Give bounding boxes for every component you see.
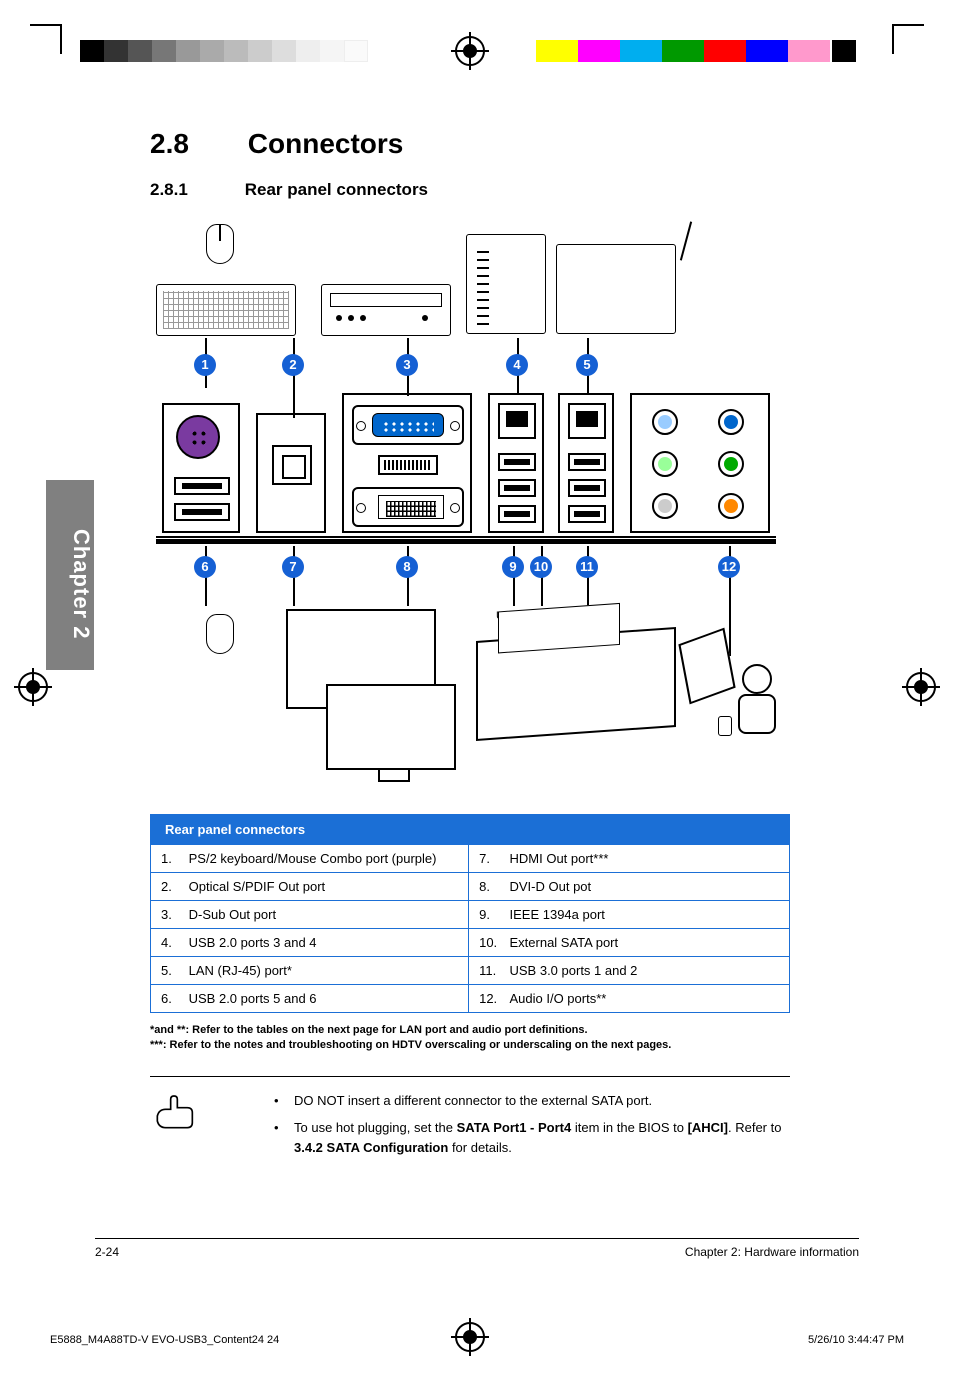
rear-panel-diagram: 1 2 3 4 5 6 7 8 9 10 11 12 USB compatibl xyxy=(156,214,776,794)
callout-badge: 11 xyxy=(576,556,598,578)
optical-spdif-icon xyxy=(272,445,312,485)
port-block-ps2-usb xyxy=(162,403,240,533)
note-block: DO NOT insert a different connector to t… xyxy=(150,1076,790,1166)
monitor-icon xyxy=(326,684,456,770)
table-row: 4.USB 2.0 ports 3 and 4 10.External SATA… xyxy=(151,929,790,957)
registration-target-icon xyxy=(18,672,48,702)
callout-badge: 9 xyxy=(502,556,524,578)
audio-jack-icon xyxy=(718,451,744,477)
usb-port-icon xyxy=(498,479,536,497)
vga-port-icon xyxy=(352,405,464,445)
external-hdd-icon xyxy=(678,628,735,705)
registration-target-icon xyxy=(455,1322,485,1352)
slug-date: 5/26/10 3:44:47 PM xyxy=(808,1334,904,1346)
page-number: 2-24 xyxy=(95,1245,119,1259)
table-row: 6.USB 2.0 ports 5 and 6 12.Audio I/O por… xyxy=(151,985,790,1013)
port-block-optical xyxy=(256,413,326,533)
footnote: *and **: Refer to the tables on the next… xyxy=(150,1023,790,1054)
table-row: 3.D-Sub Out port 9.IEEE 1394a port xyxy=(151,901,790,929)
usb-port-icon xyxy=(498,505,536,523)
io-panel xyxy=(156,384,776,544)
slug-file: E5888_M4A88TD-V EVO-USB3_Content24 24 xyxy=(50,1334,279,1346)
mouse-icon xyxy=(206,224,234,264)
page-content: 2.8 Connectors 2.8.1 Rear panel connecto… xyxy=(150,128,790,1165)
lan-port-icon xyxy=(498,403,536,439)
callout-badge: 6 xyxy=(194,556,216,578)
callout-badge: 4 xyxy=(506,354,528,376)
print-registration-top xyxy=(0,14,954,50)
ps2-port-icon xyxy=(176,415,220,459)
stereo-receiver-icon xyxy=(321,284,451,336)
registration-target-icon xyxy=(455,36,485,66)
port-block-audio xyxy=(630,393,770,533)
chapter-tab: Chapter 2 xyxy=(46,480,94,670)
rear-panel-table: Rear panel connectors 1.PS/2 keyboard/Mo… xyxy=(150,814,790,1013)
section-number: 2.8 xyxy=(150,128,240,160)
callout-badge: 5 xyxy=(576,354,598,376)
callout-badge: 2 xyxy=(282,354,304,376)
subsection-title: Rear panel connectors xyxy=(245,180,428,199)
subsection-number: 2.8.1 xyxy=(150,180,240,200)
chapter-label: Chapter 2: Hardware information xyxy=(685,1245,859,1259)
page-footer: 2-24 Chapter 2: Hardware information xyxy=(95,1238,859,1259)
registration-target-icon xyxy=(906,672,936,702)
callout-badge: 1 xyxy=(194,354,216,376)
usb-port-icon xyxy=(174,477,230,495)
router-icon xyxy=(556,244,676,334)
section-heading: 2.8 Connectors xyxy=(150,128,790,160)
table-row: 1.PS/2 keyboard/Mouse Combo port (purple… xyxy=(151,845,790,873)
port-block-esata-usb3 xyxy=(558,393,614,533)
usb3-port-icon xyxy=(568,453,606,471)
mouse-icon xyxy=(206,614,234,654)
note-item: To use hot plugging, set the SATA Port1 … xyxy=(274,1118,790,1157)
callout-badge: 8 xyxy=(396,556,418,578)
table-row: 5.LAN (RJ-45) port* 11.USB 3.0 ports 1 a… xyxy=(151,957,790,985)
audio-jack-icon xyxy=(652,493,678,519)
modem-icon xyxy=(466,234,546,334)
audio-jack-icon xyxy=(652,409,678,435)
port-block-lan-usb xyxy=(488,393,544,533)
callout-badge: 7 xyxy=(282,556,304,578)
port-block-video xyxy=(342,393,472,533)
callout-badge: 3 xyxy=(396,354,418,376)
usb3-port-icon xyxy=(568,505,606,523)
table-row: 2.Optical S/PDIF Out port 8.DVI-D Out po… xyxy=(151,873,790,901)
section-title: Connectors xyxy=(248,128,404,159)
usb-port-icon xyxy=(174,503,230,521)
printer-icon xyxy=(476,627,676,741)
table-header: Rear panel connectors xyxy=(151,815,790,845)
audio-jack-icon xyxy=(718,409,744,435)
callout-badge: 12 xyxy=(718,556,740,578)
pointing-hand-icon xyxy=(154,1091,194,1131)
audio-jack-icon xyxy=(652,451,678,477)
usb3-port-icon xyxy=(568,479,606,497)
callout-badge: 10 xyxy=(530,556,552,578)
dvi-port-icon xyxy=(352,487,464,527)
esata-port-icon xyxy=(568,403,606,439)
note-item: DO NOT insert a different connector to t… xyxy=(274,1091,790,1111)
audio-jack-icon xyxy=(718,493,744,519)
speaker-icon xyxy=(738,664,776,734)
subsection-heading: 2.8.1 Rear panel connectors xyxy=(150,180,790,200)
hdmi-port-icon xyxy=(378,455,438,475)
keyboard-icon xyxy=(156,284,296,336)
usb-port-icon xyxy=(498,453,536,471)
